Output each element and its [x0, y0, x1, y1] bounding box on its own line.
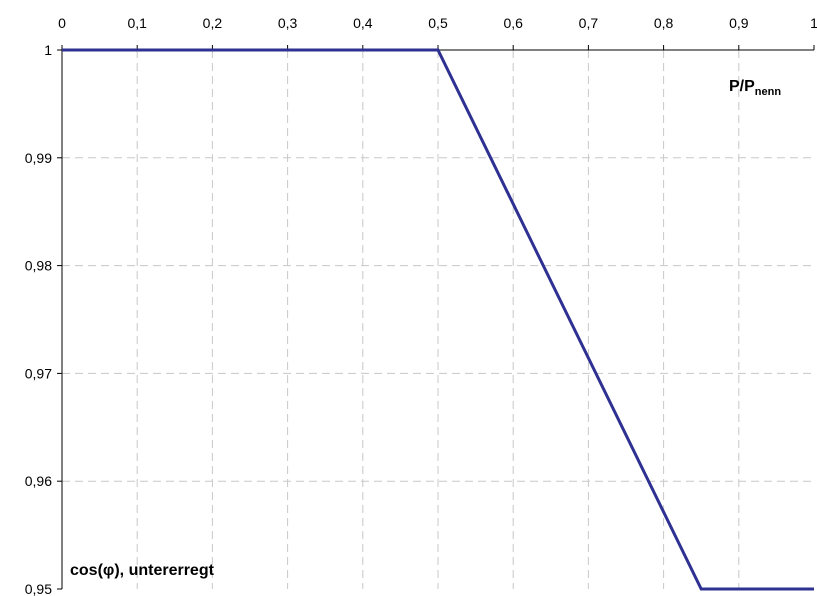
axes	[57, 45, 815, 590]
x-tick-label: 0,4	[353, 15, 373, 31]
y-tick-label: 0,99	[25, 150, 52, 166]
x-tick-label: 0,7	[579, 15, 599, 31]
y-tick-label: 0,98	[25, 258, 52, 274]
x-axis-title-subscript: nenn	[755, 86, 782, 98]
y-tick-label: 1	[44, 42, 52, 58]
x-tick-label: 0	[58, 15, 66, 31]
x-tick-label: 0,6	[503, 15, 523, 31]
x-axis-title-main: P/P	[729, 78, 755, 95]
x-tick-label: 0,1	[127, 15, 147, 31]
series-line	[62, 48, 814, 591]
x-tick-label: 1	[810, 15, 817, 31]
y-tick-label: 0,96	[25, 473, 52, 489]
x-tick-label: 0,5	[428, 15, 448, 31]
tick-labels: 0 0,1 0,2 0,3 0,4 0,5 0,6 0,7 0,8 0,9 1 1 0,99 0,98 0,…	[25, 15, 817, 596]
y-tick-label: 0,97	[25, 365, 52, 381]
x-axis-title: P/Pnenn	[729, 78, 781, 98]
x-tick-label: 0,9	[729, 15, 749, 31]
grid	[62, 50, 814, 589]
x-tick-label: 0,3	[278, 15, 298, 31]
x-tick-label: 0,8	[654, 15, 674, 31]
series	[61, 48, 815, 591]
y-axis-title: cos(φ), untererregt	[70, 562, 215, 579]
x-tick-label: 0,2	[203, 15, 223, 31]
y-tick-label: 0,95	[25, 581, 52, 596]
